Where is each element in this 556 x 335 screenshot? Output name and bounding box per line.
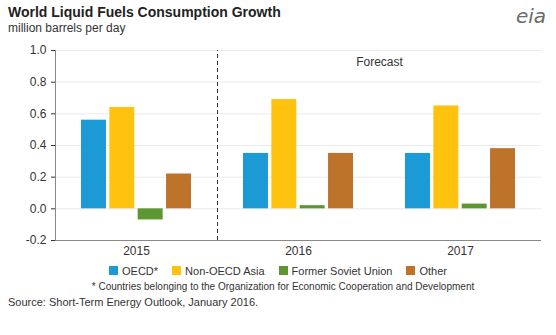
html-text:Other: Other	[419, 264, 447, 277]
svg-text:0.6: 0.6	[30, 107, 47, 121]
html-text:* Countries belonging to the O: * Countries belonging to the Organizatio…	[91, 281, 475, 292]
html-text:World Liquid Fuels Consumption: World Liquid Fuels Consumption Growth	[8, 4, 281, 20]
svg-text:2016: 2016	[285, 244, 312, 258]
svg-text:0.0: 0.0	[30, 202, 47, 216]
svg-text:1.0: 1.0	[30, 43, 47, 57]
svg-text:0.2: 0.2	[30, 170, 47, 184]
svg-text:-0.2: -0.2	[26, 233, 47, 247]
svg-text:Forecast: Forecast	[356, 55, 403, 69]
svg-text:2017: 2017	[447, 244, 474, 258]
svg-text:2015: 2015	[123, 244, 150, 258]
html-text:Non-OECD Asia: Non-OECD Asia	[185, 264, 265, 277]
html-text:Source: Short-Term Energy Outl: Source: Short-Term Energy Outlook, Janua…	[8, 296, 259, 308]
svg-text:0.4: 0.4	[30, 138, 47, 152]
html-text:eia: eia	[515, 4, 546, 28]
html-text:OECD*: OECD*	[122, 264, 159, 277]
html-text:Former Soviet Union: Former Soviet Union	[291, 264, 393, 277]
html-text:million barrels per day: million barrels per day	[8, 21, 126, 35]
svg-text:0.8: 0.8	[30, 75, 47, 89]
